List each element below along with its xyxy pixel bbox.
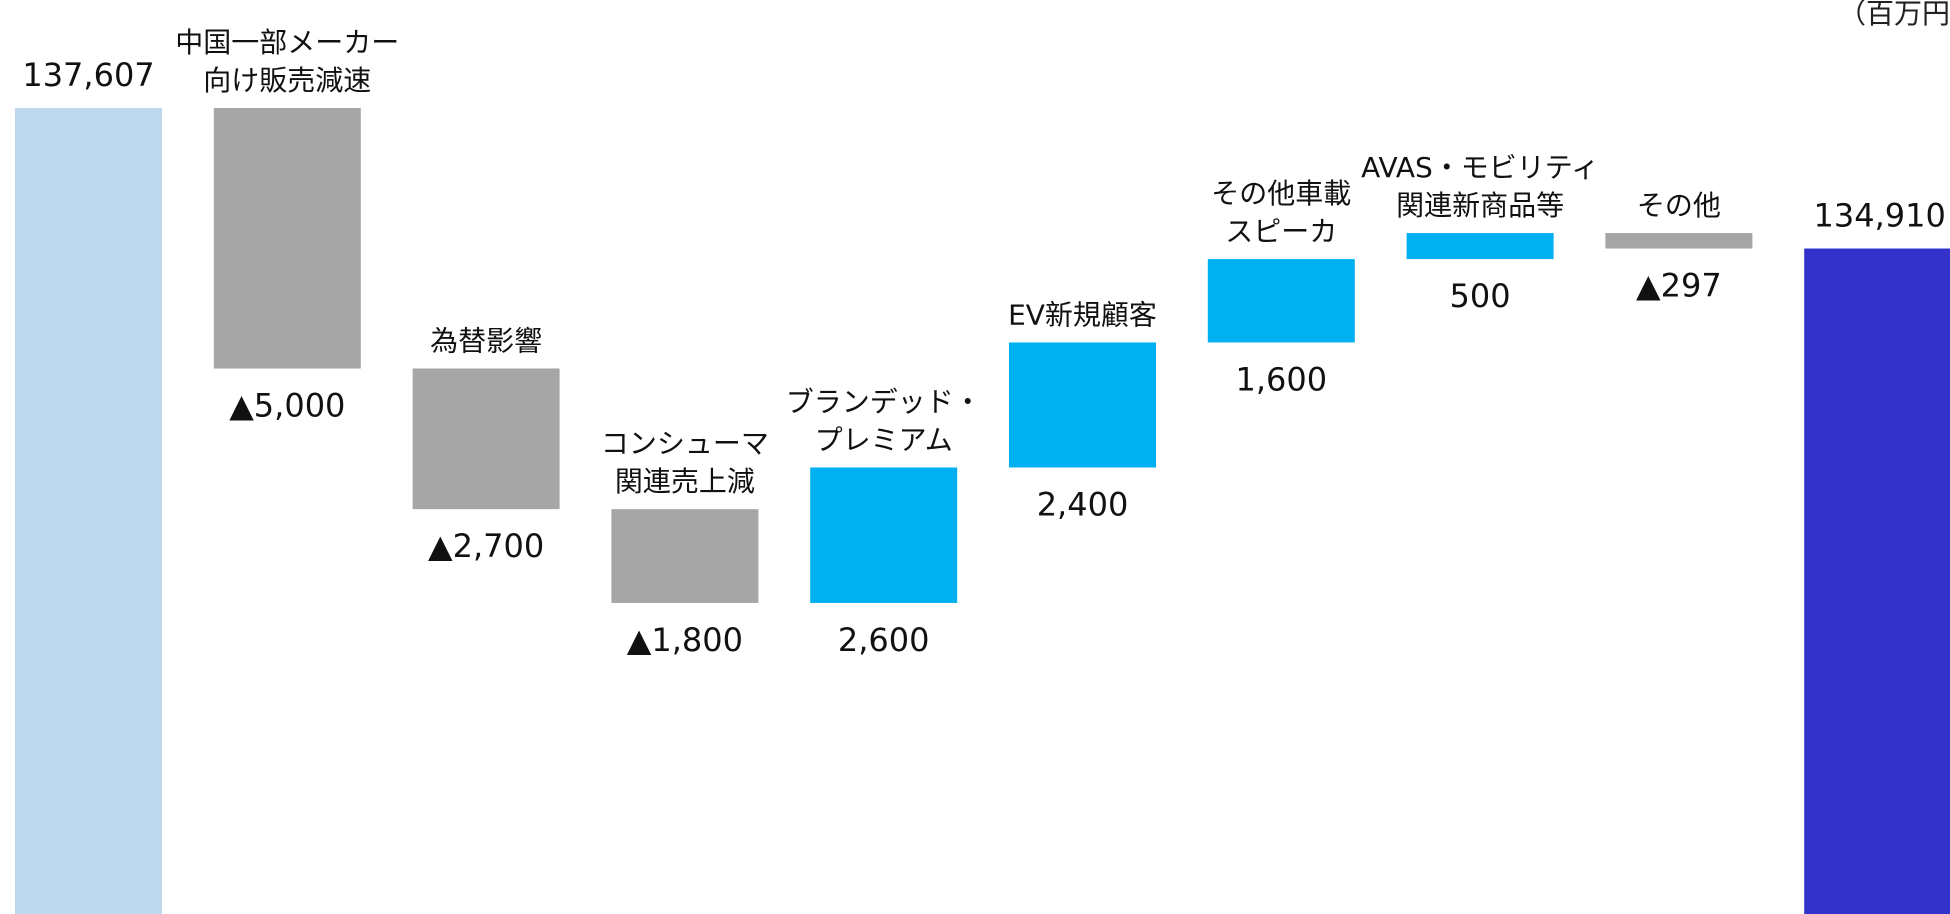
step-value-label: 1,600 [1235, 360, 1327, 398]
step-category-label: 為替影響 [430, 325, 542, 358]
start-bar [15, 108, 162, 914]
step-value-label: ▲297 [1636, 267, 1722, 305]
step-category-label: 関連売上減 [615, 465, 755, 498]
step-bar [412, 368, 560, 510]
step-value-label: ▲5,000 [229, 387, 345, 425]
step-category-label: コンシューマ [601, 427, 769, 460]
step-value-label: 2,400 [1037, 485, 1129, 523]
step-category-label: 関連新商品等 [1396, 189, 1564, 222]
step-value-label: 500 [1450, 277, 1511, 315]
step-value-label: ▲1,800 [627, 621, 743, 659]
end-value-label: 134,910 [1814, 197, 1946, 235]
unit-label: （百万円） [1838, 0, 1950, 30]
step-category-label: その他車載 [1211, 177, 1351, 210]
end-bar [1804, 248, 1950, 914]
start-value-label: 137,607 [22, 56, 154, 94]
step-bar [1207, 259, 1355, 343]
step-category-label: スピーカ [1225, 215, 1337, 248]
step-bar [810, 467, 958, 603]
step-category-label: EV新規顧客 [1008, 298, 1157, 331]
step-bar [1009, 342, 1156, 468]
step-bar [213, 108, 361, 369]
step-bar [611, 509, 759, 603]
step-category-label: ブランデッド・ [786, 385, 982, 418]
step-category-label: その他 [1637, 189, 1721, 222]
step-value-label: 2,600 [838, 621, 930, 659]
step-category-label: プレミアム [815, 423, 953, 456]
step-category-label: AVAS・モビリティ [1361, 151, 1599, 184]
step-bar [1406, 233, 1554, 260]
step-value-label: ▲2,700 [428, 527, 544, 565]
step-category-label: 中国一部メーカー [175, 26, 399, 59]
step-category-label: 向け販売減速 [203, 64, 371, 97]
step-bar [1605, 233, 1753, 249]
